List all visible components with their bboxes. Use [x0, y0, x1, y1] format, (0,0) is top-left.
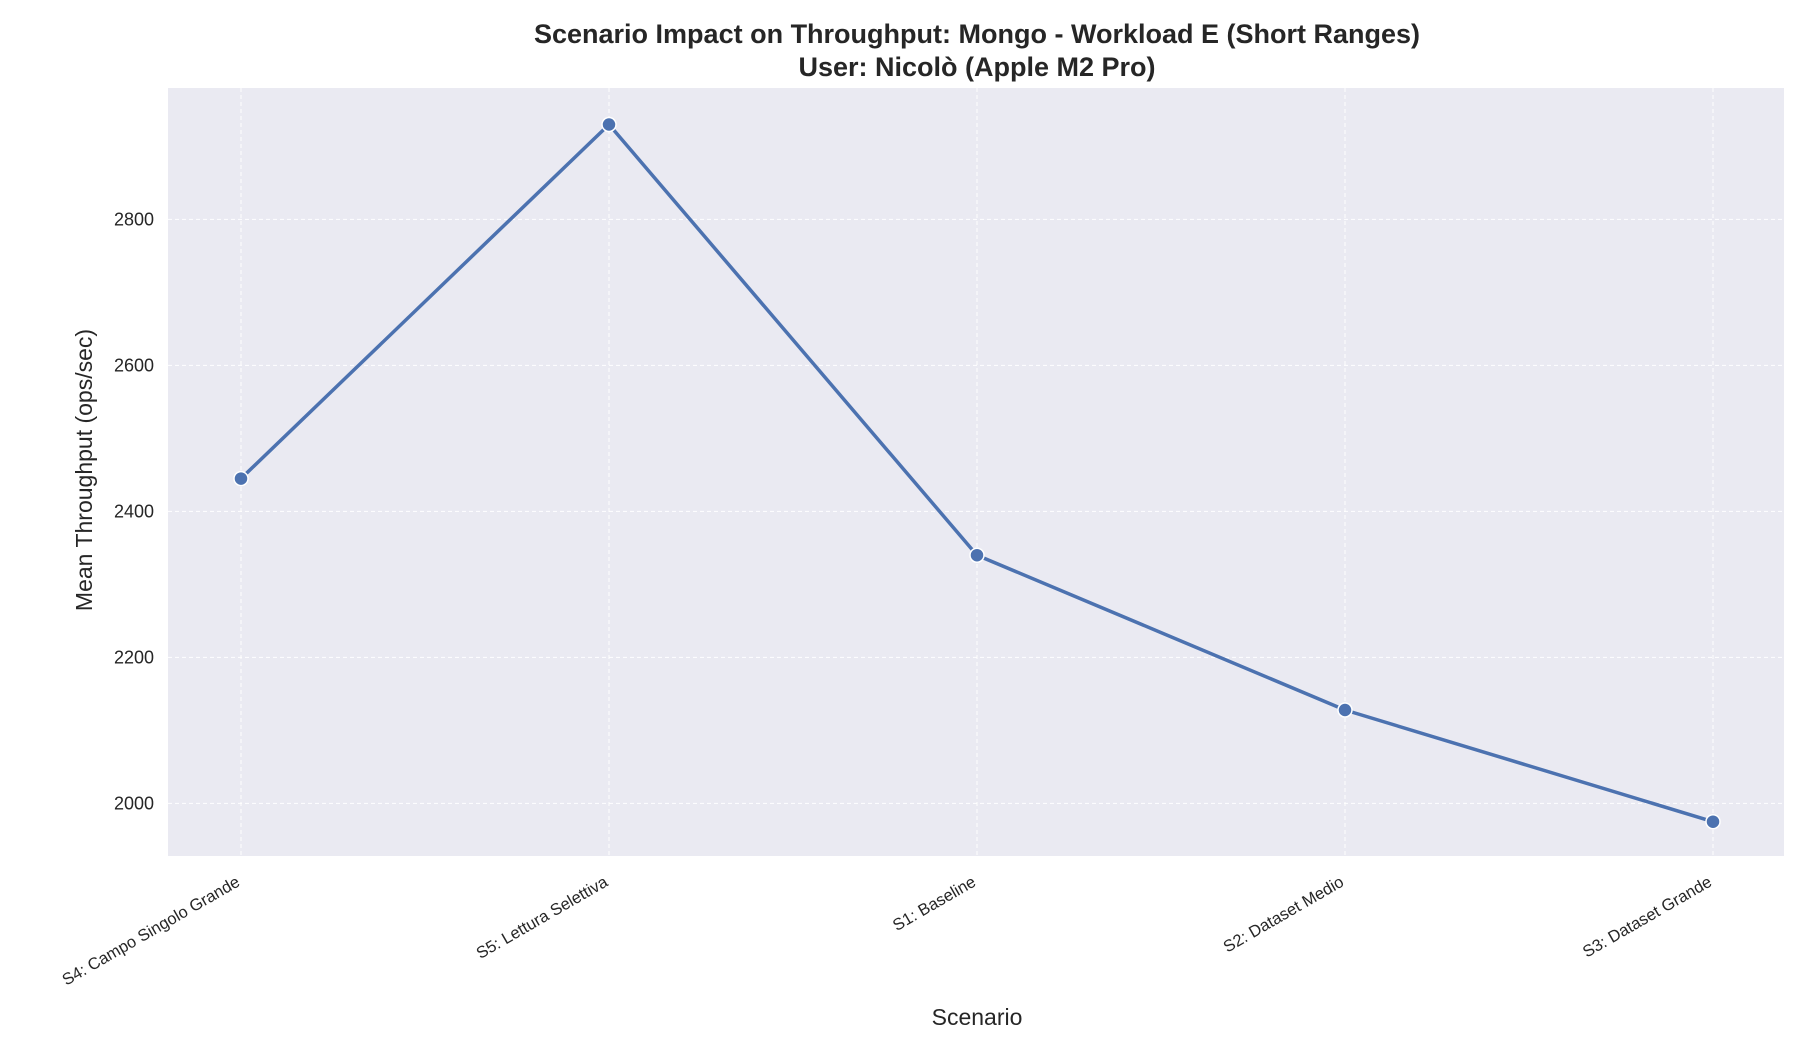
data-point: [233, 470, 249, 487]
chart-title-line1: Scenario Impact on Throughput: Mongo - W…: [534, 19, 1420, 49]
chart-title-line2: User: Nicolò (Apple M2 Pro): [798, 52, 1155, 82]
data-point: [969, 547, 985, 563]
data-point: [1337, 702, 1353, 718]
plot-area: [168, 88, 1784, 856]
y-tick-label: 2600: [114, 355, 154, 375]
series-layer: [233, 116, 1721, 830]
grid-lines: [168, 88, 1784, 856]
x-tick-label: S1: Baseline: [890, 873, 979, 935]
data-point: [1705, 813, 1721, 830]
x-tick-label: S3: Dataset Grande: [1580, 873, 1715, 962]
x-tick-label: S2: Dataset Medio: [1220, 873, 1347, 956]
y-tick-label: 2800: [114, 209, 154, 229]
x-tick-label: S5: Lettura Selettiva: [473, 872, 611, 962]
y-tick-label: 2400: [114, 501, 154, 521]
x-tick-label: S4: Campo Singolo Grande: [59, 873, 243, 989]
y-axis-label: Mean Throughput (ops/sec): [71, 329, 97, 611]
y-axis-ticks: 2000 2200 2400 2600 2800: [114, 209, 154, 813]
data-point: [601, 116, 617, 133]
x-axis-label: Scenario: [932, 1004, 1023, 1030]
y-tick-label: 2000: [114, 793, 154, 813]
x-axis-ticks: S4: Campo Singolo Grande S5: Lettura Sele…: [59, 872, 1715, 989]
y-tick-label: 2200: [114, 647, 154, 667]
